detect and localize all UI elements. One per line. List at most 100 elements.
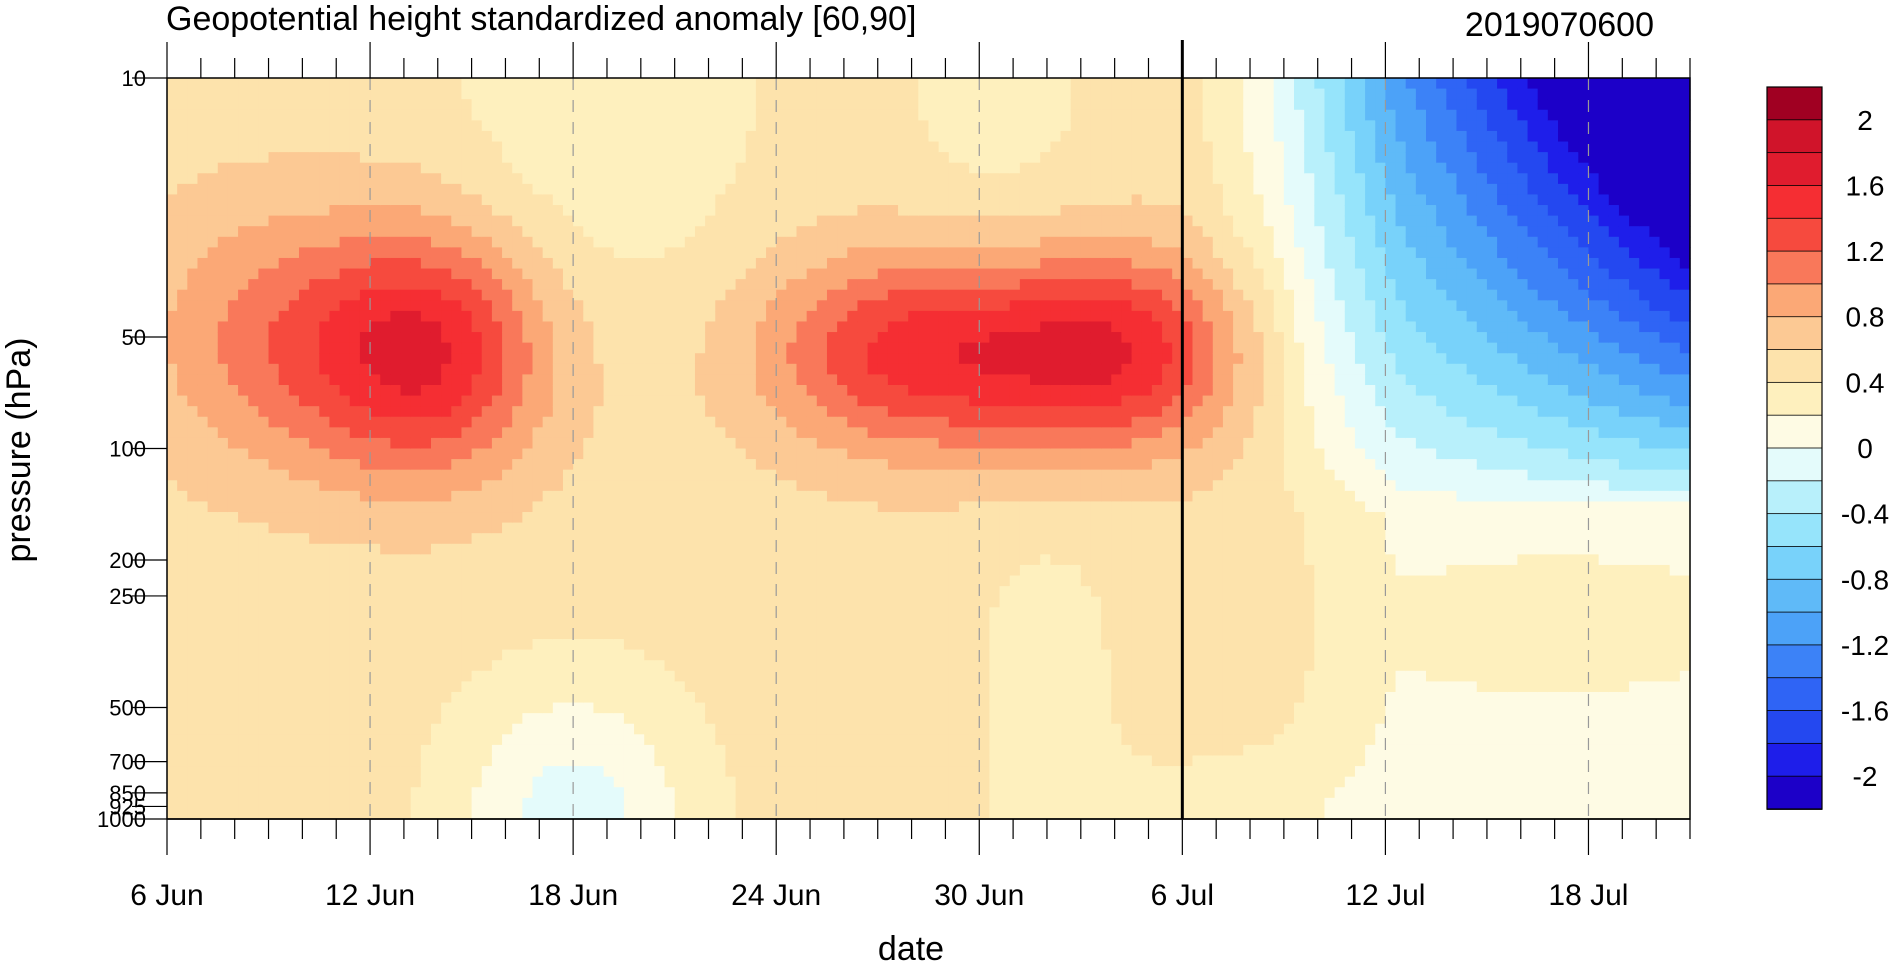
field-cell [623,702,635,714]
field-cell [816,639,828,651]
field-cell [187,480,199,492]
field-cell [715,162,727,174]
field-cell [319,575,331,587]
field-cell [420,575,432,587]
field-cell [380,130,391,143]
field-cell [339,480,351,492]
field-cell [664,501,676,513]
field-cell [542,395,554,407]
field-cell [329,162,341,174]
field-cell [826,427,838,439]
field-cell [349,416,361,428]
field-cell [167,469,178,481]
field-cell [207,88,219,100]
field-cell [339,734,351,746]
field-cell [207,808,219,820]
field-cell [451,808,463,820]
field-cell [512,130,523,143]
field-cell [573,257,584,270]
field-cell [187,109,199,121]
field-cell [227,257,239,270]
field-cell [329,78,341,90]
field-cell [512,215,523,227]
field-cell [715,469,727,481]
field-cell [887,162,899,174]
field-cell [167,268,178,280]
field-cell [644,490,655,503]
field-cell [167,321,178,333]
field-cell [857,776,869,788]
field-cell [380,596,391,608]
field-cell [288,713,300,725]
field-cell [806,469,818,481]
field-cell [786,384,798,397]
field-cell [725,342,737,354]
field-cell [776,130,787,143]
field-cell [796,787,808,799]
field-cell [187,374,199,386]
field-cell [644,162,655,174]
field-cell [593,215,605,227]
field-cell [644,744,655,757]
field-cell [573,639,584,651]
field-cell [359,543,371,555]
field-cell [654,416,666,428]
field-cell [603,173,615,185]
field-cell [542,691,554,704]
field-cell [522,808,534,820]
field-cell [623,459,635,471]
field-cell [593,289,605,301]
field-cell [613,310,625,323]
field-cell [471,406,483,418]
field-cell [847,363,859,375]
field-cell [288,215,300,227]
field-cell [816,512,828,524]
field-cell [613,205,625,217]
field-cell [288,766,300,778]
field-cell [227,332,239,344]
field-cell [766,194,777,206]
field-cell [339,321,351,333]
field-cell [745,448,757,460]
field-cell [512,321,523,333]
field-cell [522,416,534,428]
field-cell [786,141,798,153]
field-cell [705,289,716,301]
field-cell [705,723,716,735]
field-cell [786,522,798,534]
field-cell [502,586,513,598]
field-cell [796,215,808,227]
field-cell [674,554,686,566]
field-cell [380,607,391,619]
field-cell [512,374,523,386]
field-cell [167,120,178,132]
field-cell [816,702,828,714]
field-cell [370,628,381,640]
field-cell [502,279,513,291]
field-cell [177,776,188,788]
field-cell [573,236,584,248]
field-cell [227,310,239,323]
field-cell [593,522,605,534]
field-cell [857,374,869,386]
field-cell [167,766,178,778]
field-cell [664,332,676,344]
field-cell [593,766,605,778]
field-cell [441,469,452,481]
field-cell [654,522,666,534]
field-cell [177,480,188,492]
field-cell [278,691,290,704]
field-cell [847,194,859,206]
field-cell [634,99,645,111]
field-cell [268,310,280,323]
field-cell [715,130,727,143]
field-cell [298,215,310,227]
field-cell [491,395,503,407]
field-cell [461,533,473,545]
field-cell [268,363,280,375]
field-cell [674,564,686,577]
field-cell [167,490,178,503]
field-cell [826,459,838,471]
field-cell [359,575,371,587]
field-cell [481,205,493,217]
